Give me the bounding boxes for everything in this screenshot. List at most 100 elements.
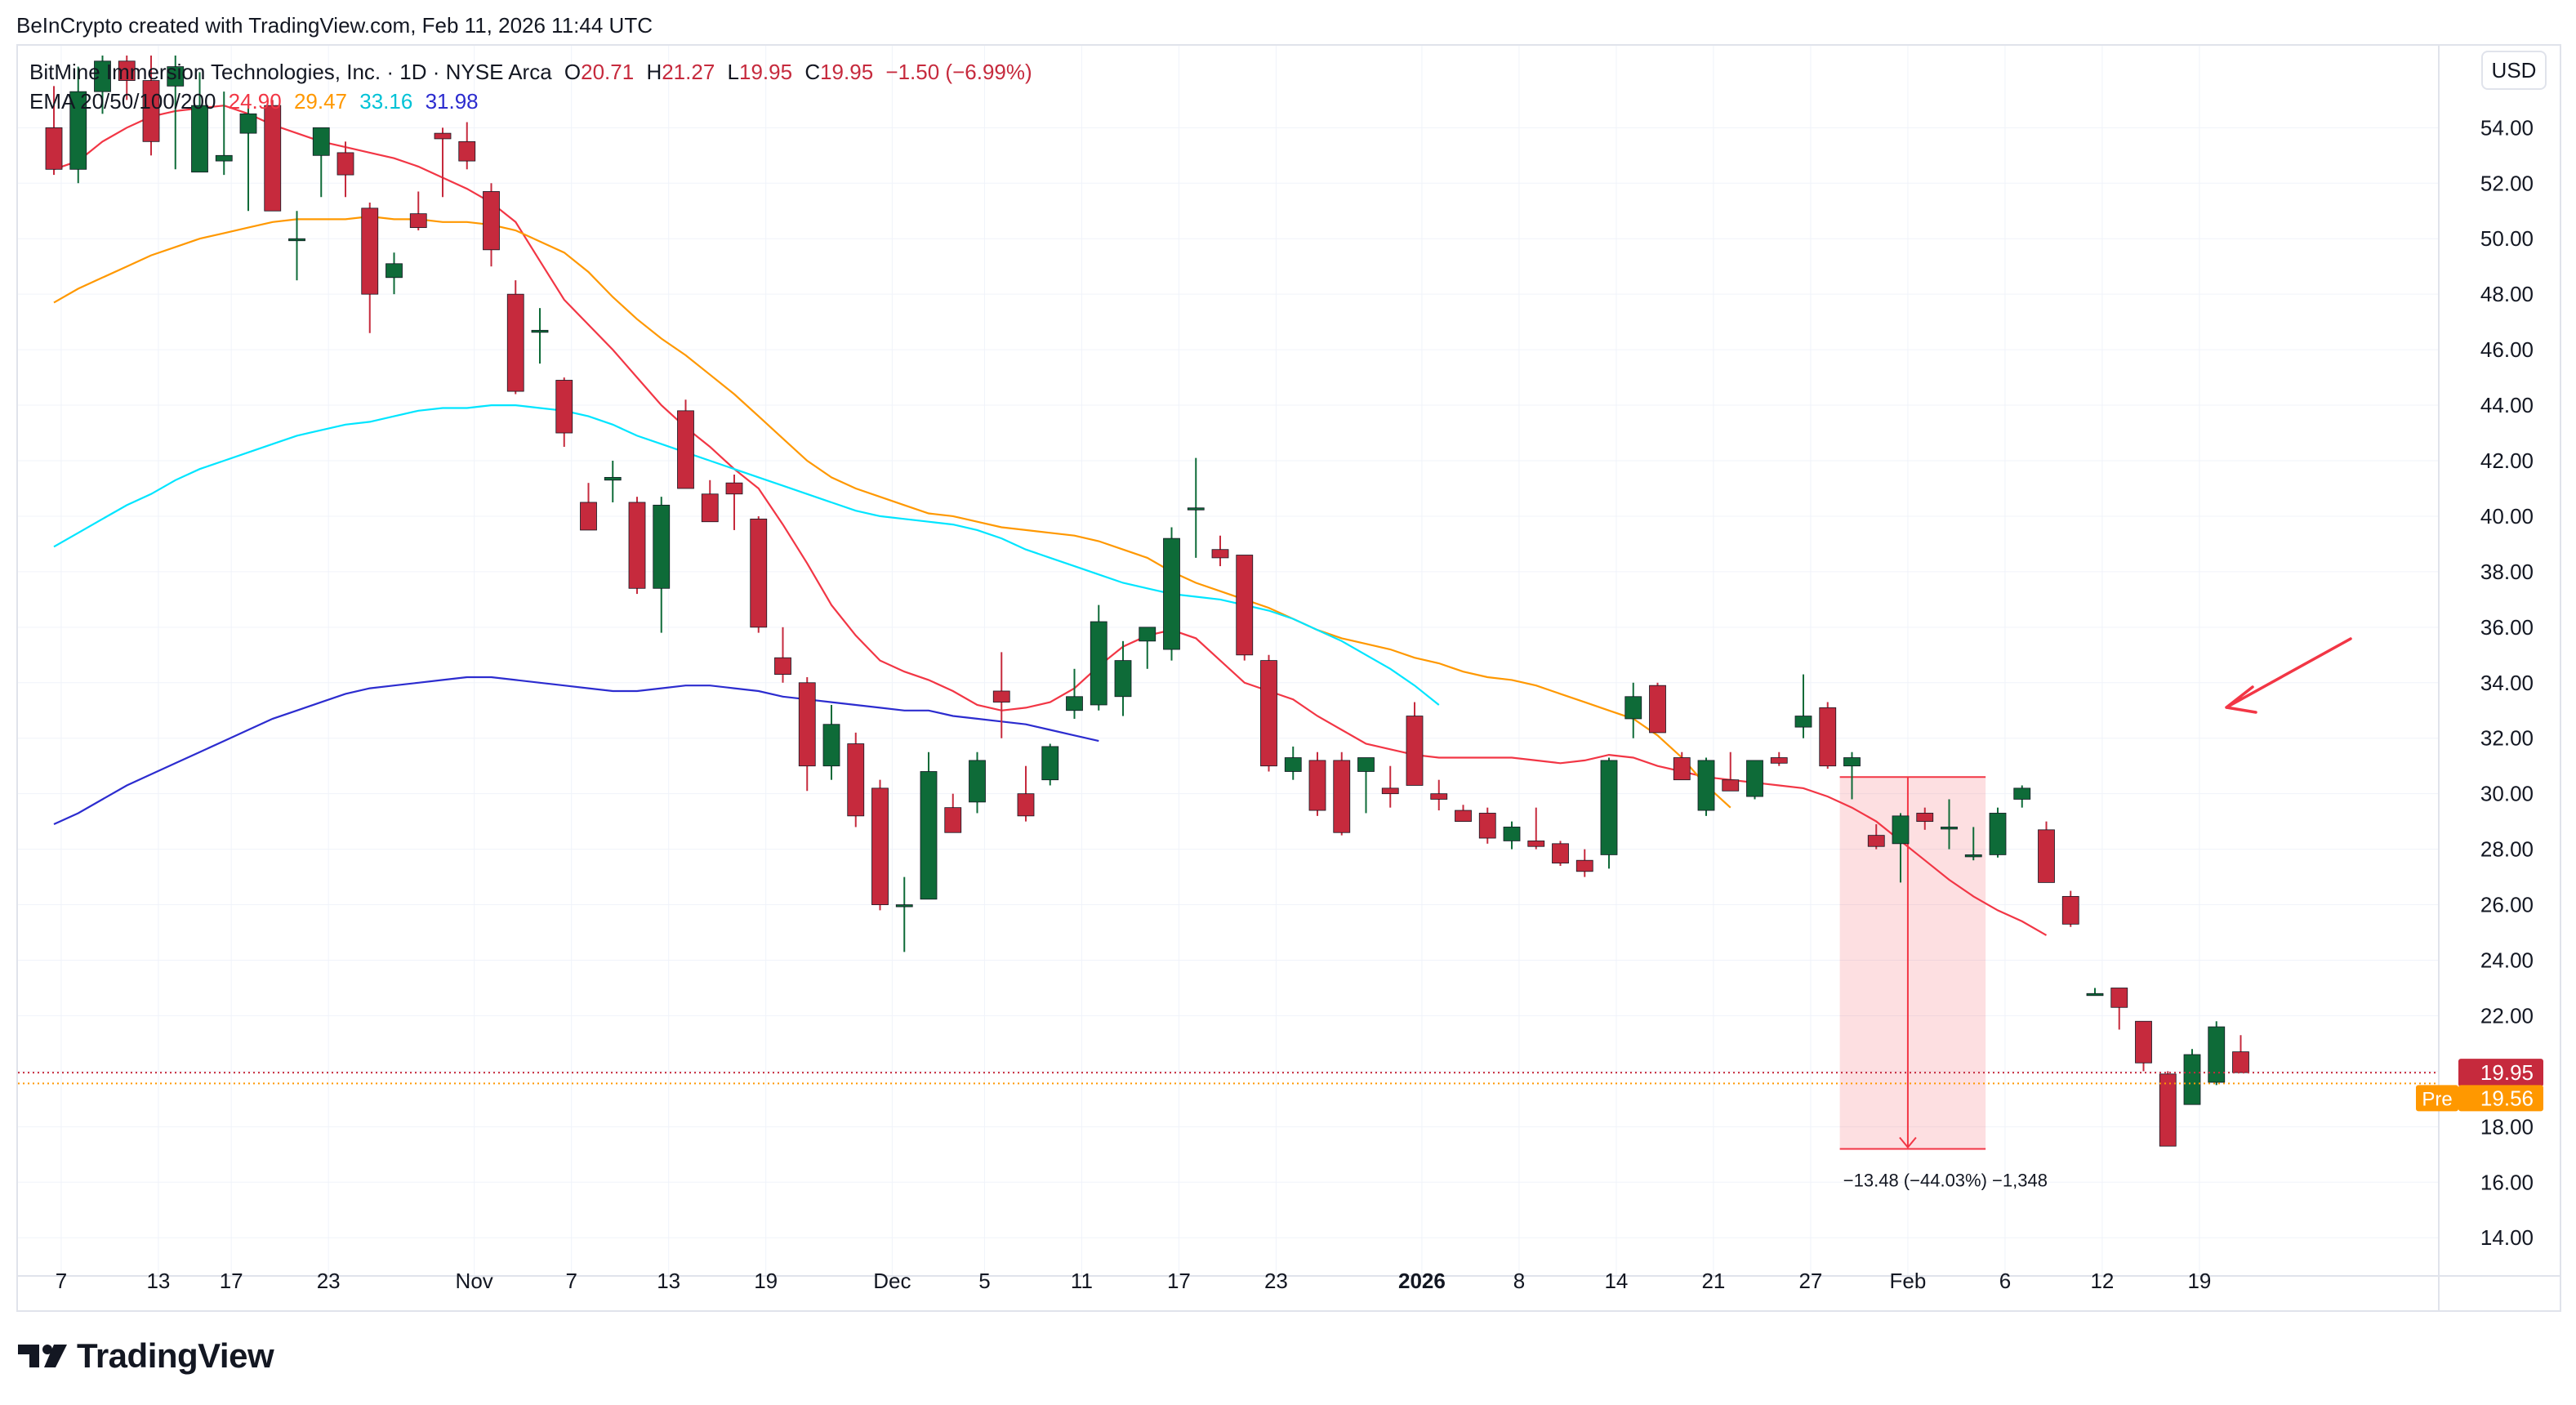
candle xyxy=(2086,988,2104,997)
time-tick-label: 14 xyxy=(1604,1269,1628,1293)
candle-body xyxy=(434,132,452,140)
candle xyxy=(458,122,476,170)
candle xyxy=(434,127,452,198)
candle-body xyxy=(1600,760,1618,855)
candlestick-chart[interactable]: −13.48 (−44.03%) −1,348 54.00 52.00 50.00 4… xyxy=(18,46,2560,1310)
candle xyxy=(1527,807,1545,850)
candle xyxy=(1649,682,1666,734)
candle xyxy=(1941,799,1958,850)
candle-body xyxy=(2183,1054,2201,1105)
candle xyxy=(142,56,160,156)
candle-body xyxy=(1794,716,1812,728)
chart-legend: BitMine Immersion Technologies, Inc. · 1… xyxy=(29,57,1039,116)
candle xyxy=(1260,654,1277,772)
time-tick-label: 8 xyxy=(1513,1269,1525,1293)
candle xyxy=(2232,1035,2249,1073)
candle-body xyxy=(1552,843,1569,864)
candle-body xyxy=(1746,760,1763,797)
candle xyxy=(118,56,136,100)
measure-box xyxy=(1839,777,1986,1149)
candle xyxy=(288,211,305,281)
candle xyxy=(725,474,743,530)
ohlc-open: O20.71 xyxy=(564,60,635,84)
candle-body xyxy=(580,502,597,531)
candle-body xyxy=(2038,829,2055,883)
candle xyxy=(2038,821,2055,883)
candle xyxy=(312,127,330,198)
time-tick-label: 5 xyxy=(978,1269,990,1293)
price-tick-label: 54.00 xyxy=(2480,115,2534,140)
candle-body xyxy=(1357,757,1375,772)
candle-body xyxy=(1211,549,1229,559)
time-tick-label: 27 xyxy=(1798,1269,1822,1293)
candle xyxy=(1284,746,1302,780)
price-tick-label: 22.00 xyxy=(2480,1003,2534,1028)
candle-body xyxy=(604,476,622,481)
ema-200-value: 31.98 xyxy=(425,89,479,114)
candle-body xyxy=(1478,813,1496,839)
candle xyxy=(944,793,962,833)
candle xyxy=(628,497,646,595)
candle-body xyxy=(1722,779,1740,792)
candle-body xyxy=(628,502,646,589)
symbol-name[interactable]: BitMine Immersion Technologies, Inc. · 1… xyxy=(29,60,552,84)
candle xyxy=(483,183,500,267)
time-tick-label: 11 xyxy=(1071,1269,1093,1293)
price-tick-label: 18.00 xyxy=(2480,1114,2534,1139)
candle-body xyxy=(1649,685,1666,734)
price-tick-label: 46.00 xyxy=(2480,337,2534,362)
candle xyxy=(2183,1049,2201,1105)
candle xyxy=(2208,1021,2226,1086)
ema-line xyxy=(53,105,2048,936)
pre-tag xyxy=(2416,1085,2458,1112)
candle-body xyxy=(1041,746,1059,781)
candle-body xyxy=(167,66,185,87)
symbol-row: BitMine Immersion Technologies, Inc. · 1… xyxy=(29,57,1039,87)
pre-tag-label: Pre xyxy=(2422,1088,2452,1110)
time-tick-label: 13 xyxy=(657,1269,680,1293)
candle-body xyxy=(701,493,719,523)
candle-body xyxy=(2086,992,2104,997)
candle xyxy=(1964,827,1982,861)
candle-body xyxy=(239,113,257,134)
candle xyxy=(386,252,403,295)
candle xyxy=(506,280,524,395)
currency-button[interactable]: USD xyxy=(2481,51,2547,90)
candle-body xyxy=(1090,621,1108,706)
candle xyxy=(1430,779,1448,811)
tradingview-logo[interactable]: TradingView xyxy=(18,1336,274,1376)
time-axis[interactable]: ct7131723Nov71319Dec511172320268142127Fe… xyxy=(18,1269,2560,1293)
candle xyxy=(94,56,111,114)
candle xyxy=(1236,555,1254,661)
ema-label[interactable]: EMA 20/50/100/200 xyxy=(29,89,216,114)
annotation-arrow xyxy=(2225,637,2352,714)
price-tick-label: 44.00 xyxy=(2480,393,2534,417)
candle xyxy=(2110,988,2128,1030)
candle-body xyxy=(555,380,573,434)
candle-body xyxy=(191,105,208,173)
price-tick-label: 14.00 xyxy=(2480,1225,2534,1250)
price-tick-label: 52.00 xyxy=(2480,171,2534,195)
time-tick-label: Feb xyxy=(1890,1269,1927,1293)
candle xyxy=(1187,457,1205,558)
price-tick-label: 26.00 xyxy=(2480,893,2534,917)
candle-body xyxy=(386,263,403,279)
price-tick-label: 50.00 xyxy=(2480,226,2534,251)
candle xyxy=(1867,824,1885,850)
candle-body xyxy=(1867,835,1885,847)
candle xyxy=(1673,752,1691,781)
candle xyxy=(1503,821,1521,850)
price-axis[interactable]: 54.00 52.00 50.00 48.00 46.00 44.00 42.00 40.00… xyxy=(2416,46,2543,1310)
candle xyxy=(409,191,427,231)
candles xyxy=(45,56,2249,1147)
candle xyxy=(701,479,719,523)
candle xyxy=(1697,757,1715,816)
candle xyxy=(774,627,791,683)
candle-body xyxy=(1430,793,1448,800)
candle xyxy=(1892,813,1910,883)
candle-body xyxy=(94,60,111,92)
candle-body xyxy=(1406,716,1424,786)
candle xyxy=(750,515,768,633)
candle xyxy=(191,72,208,173)
candle xyxy=(1843,752,1861,800)
